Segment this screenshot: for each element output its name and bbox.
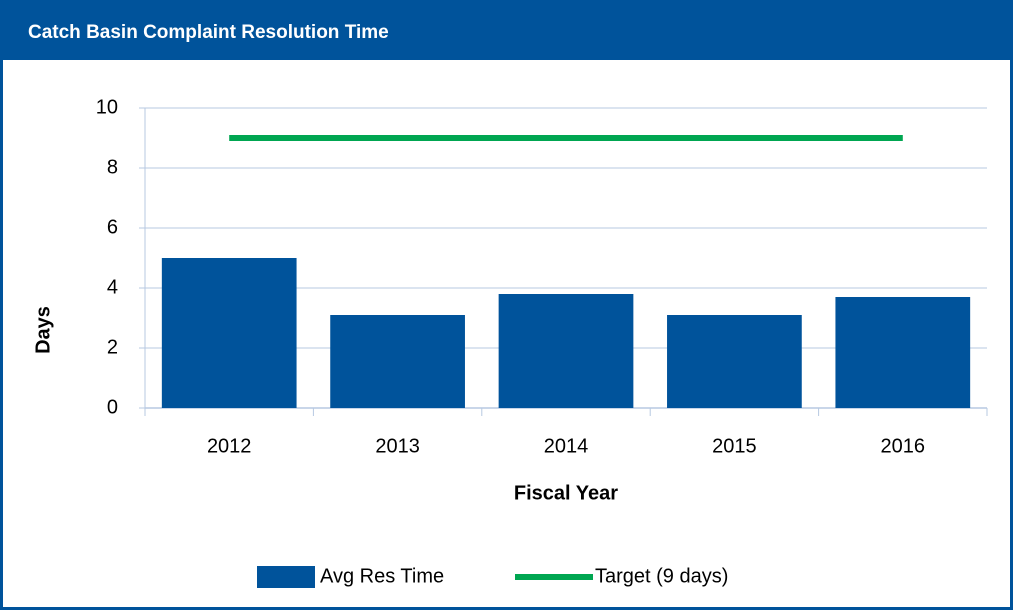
legend-label: Avg Res Time bbox=[320, 565, 444, 587]
x-tick-label: 2014 bbox=[544, 435, 589, 457]
bar bbox=[161, 258, 297, 408]
y-tick-label: 4 bbox=[107, 276, 118, 298]
header-band bbox=[0, 0, 1013, 60]
y-tick-label: 6 bbox=[107, 216, 118, 238]
y-tick-label: 8 bbox=[107, 156, 118, 178]
x-tick-label: 2013 bbox=[375, 435, 420, 457]
y-tick-label: 0 bbox=[107, 396, 118, 418]
bar bbox=[330, 315, 465, 408]
bar bbox=[498, 294, 634, 408]
y-tick-label: 10 bbox=[96, 96, 118, 118]
x-tick-label: 2016 bbox=[881, 435, 926, 457]
bar bbox=[667, 315, 802, 408]
legend-label: Target (9 days) bbox=[595, 565, 728, 587]
y-tick-label: 2 bbox=[107, 336, 118, 358]
x-axis-title: Fiscal Year bbox=[514, 482, 618, 504]
chart-title: Catch Basin Complaint Resolution Time bbox=[28, 22, 389, 43]
x-tick-label: 2012 bbox=[207, 435, 252, 457]
x-tick-label: 2015 bbox=[712, 435, 757, 457]
legend-swatch bbox=[257, 566, 315, 588]
bar bbox=[835, 297, 971, 408]
y-axis-title: Days bbox=[32, 306, 54, 354]
